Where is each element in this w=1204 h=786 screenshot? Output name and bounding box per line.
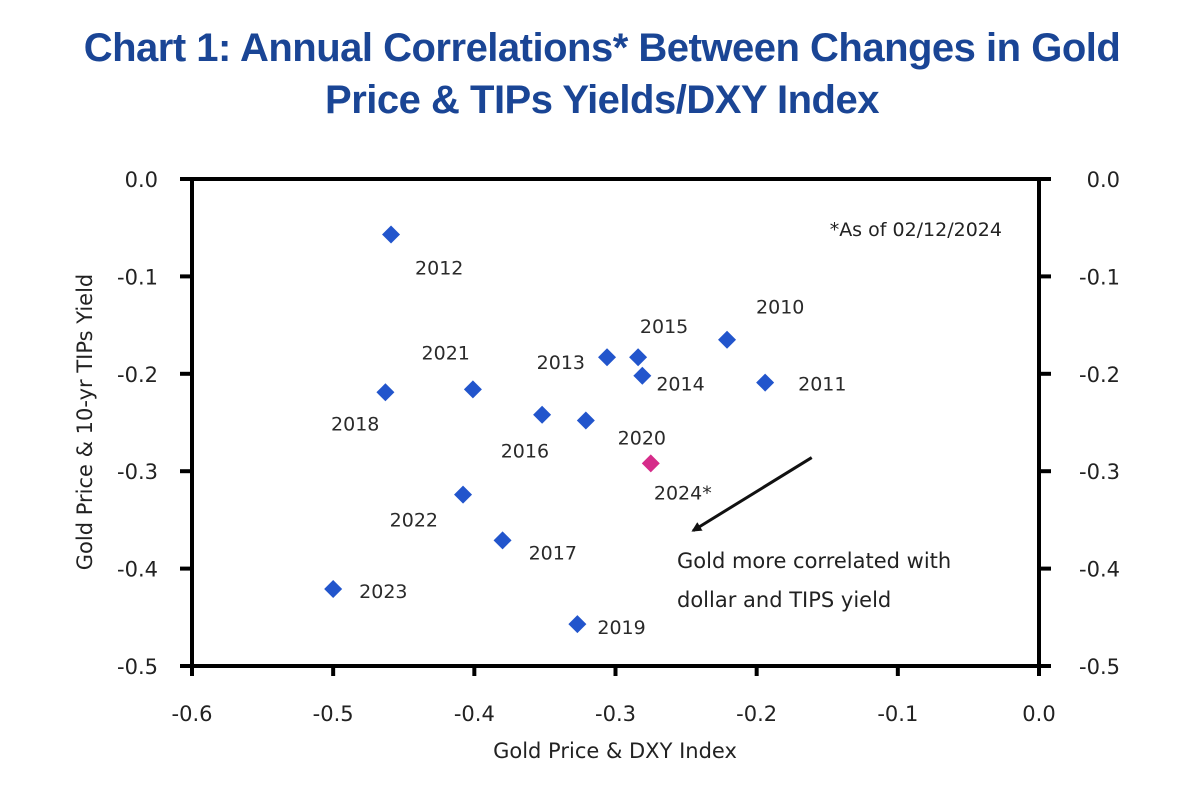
x-tick-label: -0.6 — [172, 702, 213, 726]
chart-title-line-1: Chart 1: Annual Correlations* Between Ch… — [83, 26, 1121, 70]
x-tick-label: -0.1 — [877, 702, 918, 726]
ticks: -0.6 -0.5 -0.4 -0.3 -0.2 -0.1 0.0 0.0 0.0 -0.1 -0.… — [117, 168, 1120, 726]
point-marker-2024 — [641, 454, 660, 473]
axes — [190, 177, 1041, 668]
x-tick-label: -0.3 — [595, 702, 636, 726]
y-tick-label-right: 0.0 — [1087, 168, 1120, 192]
point-label-2010: 2010 — [756, 297, 804, 319]
point-label-2017: 2017 — [529, 542, 577, 564]
point-marker-2022 — [454, 485, 473, 504]
point-marker-2020 — [576, 411, 595, 430]
point-label-2013: 2013 — [537, 352, 585, 374]
y-tick-label-right: -0.3 — [1079, 460, 1120, 484]
point-label-2015: 2015 — [640, 316, 688, 338]
point-marker-2016 — [533, 405, 552, 424]
point-label-2014: 2014 — [656, 374, 704, 396]
y-tick-label-left: -0.5 — [117, 655, 158, 679]
callout-arrow — [691, 456, 813, 532]
x-tick-label: -0.5 — [313, 702, 354, 726]
x-tick-label: 0.0 — [1022, 702, 1055, 726]
point-marker-2023 — [324, 580, 343, 599]
point-marker-2011 — [756, 373, 775, 392]
point-label-2019: 2019 — [597, 617, 645, 639]
data-points — [324, 225, 775, 634]
callout-text-line-1: Gold more correlated with — [677, 549, 951, 573]
y-axis-label: Gold Price & 10-yr TIPs Yield — [73, 274, 97, 571]
point-marker-2012 — [382, 225, 401, 244]
point-label-2012: 2012 — [415, 258, 463, 280]
x-tick-label: -0.4 — [454, 702, 495, 726]
point-marker-2019 — [568, 615, 587, 634]
y-tick-label-right: -0.4 — [1079, 558, 1120, 582]
point-marker-2014 — [633, 366, 652, 385]
callout-text-line-2: dollar and TIPS yield — [677, 588, 891, 612]
point-marker-2015 — [629, 348, 648, 367]
point-label-2020: 2020 — [618, 428, 666, 450]
point-label-2023: 2023 — [359, 581, 407, 603]
point-label-2011: 2011 — [798, 374, 846, 396]
chart-title-line-2: Price & TIPs Yields/DXY Index — [325, 78, 879, 122]
as-of-note: *As of 02/12/2024 — [830, 219, 1002, 241]
point-label-2021: 2021 — [422, 342, 470, 364]
y-tick-label-left: 0.0 — [125, 168, 158, 192]
point-label-2016: 2016 — [501, 441, 549, 463]
point-marker-2018 — [376, 383, 395, 402]
y-tick-label-left: -0.3 — [117, 460, 158, 484]
y-tick-label-right: -0.2 — [1079, 363, 1120, 387]
point-marker-2021 — [463, 380, 482, 399]
x-axis-label: Gold Price & DXY Index — [493, 739, 737, 763]
point-marker-2017 — [493, 531, 512, 550]
point-label-2024: 2024* — [654, 482, 712, 504]
point-label-2018: 2018 — [331, 413, 379, 435]
point-labels: 2010 2011 2012 2013 2014 2015 2016 2017 2018 2019… — [331, 258, 846, 640]
chart-title: Chart 1: Annual Correlations* Between Ch… — [0, 22, 1204, 126]
point-label-2022: 2022 — [390, 510, 438, 532]
y-tick-label-left: -0.2 — [117, 363, 158, 387]
point-marker-2010 — [718, 330, 737, 349]
y-tick-label-right: -0.1 — [1079, 265, 1120, 289]
y-tick-label-left: -0.4 — [117, 558, 158, 582]
x-tick-label: -0.2 — [736, 702, 777, 726]
y-tick-label-left: -0.1 — [117, 265, 158, 289]
y-tick-label-right: -0.5 — [1079, 655, 1120, 679]
point-marker-2013 — [598, 348, 617, 367]
